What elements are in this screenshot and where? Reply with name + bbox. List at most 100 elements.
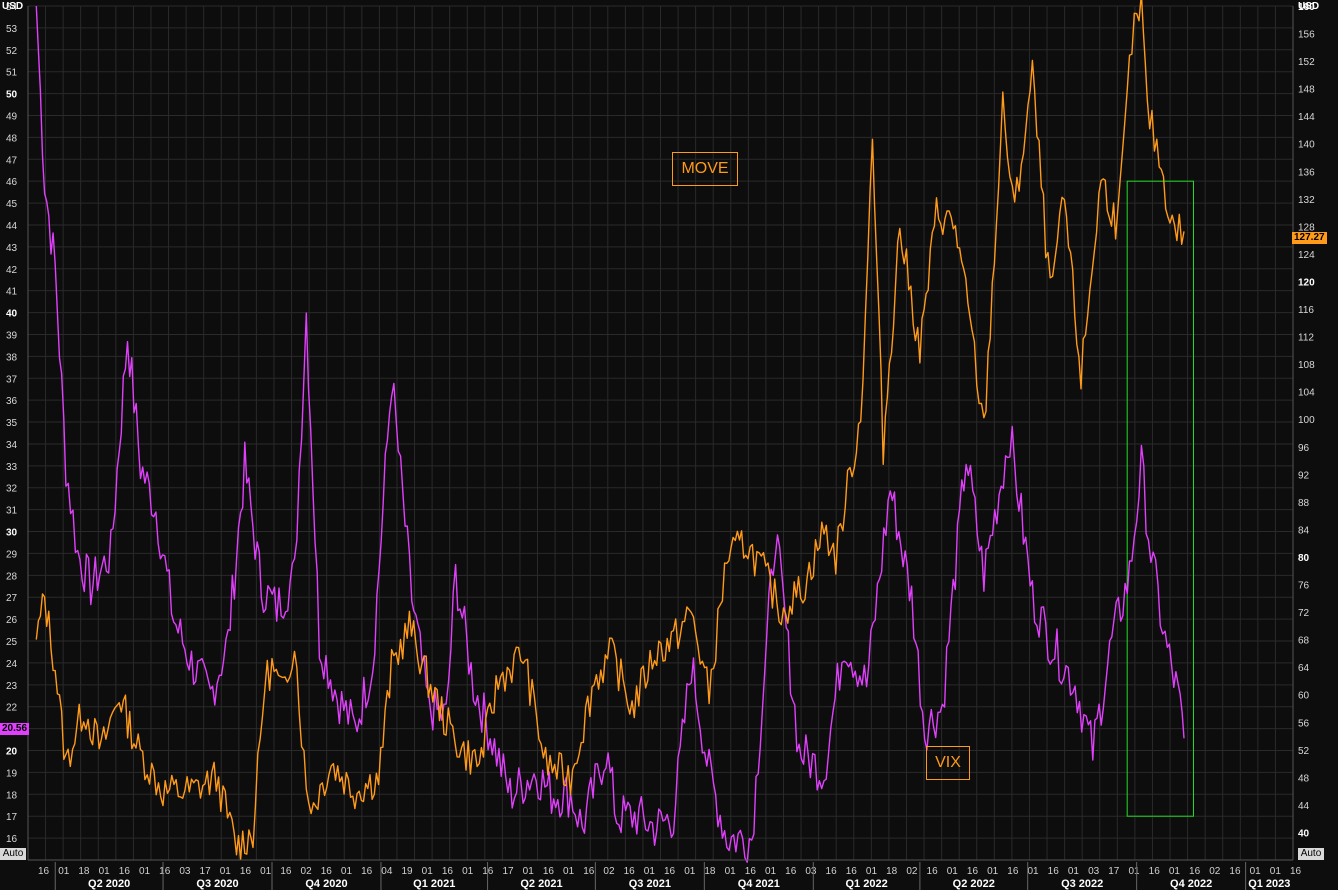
x-date-label: 17 — [502, 866, 514, 877]
x-date-label: 16 — [785, 866, 797, 877]
left-tick-label: 24 — [6, 659, 18, 670]
left-tick-label: 51 — [6, 68, 18, 79]
right-tick-label: 96 — [1298, 443, 1310, 454]
left-tick-label: 42 — [6, 265, 18, 276]
left-tick-label: 44 — [6, 221, 18, 232]
right-tick-label: 136 — [1298, 167, 1315, 178]
x-date-label: 16 — [624, 866, 636, 877]
right-auto-button[interactable]: Auto — [1298, 848, 1324, 860]
left-tick-label: 49 — [6, 111, 18, 122]
x-date-label: 01 — [1169, 866, 1181, 877]
right-tick-label: 56 — [1298, 718, 1310, 729]
x-date-label: 01 — [1068, 866, 1080, 877]
left-tick-label: 18 — [6, 790, 18, 801]
x-date-label: 16 — [442, 866, 454, 877]
x-date-label: 16 — [1290, 866, 1302, 877]
x-date-label: 01 — [1270, 866, 1282, 877]
x-date-label: 16 — [543, 866, 555, 877]
left-tick-label: 36 — [6, 396, 18, 407]
left-tick-label: 28 — [6, 571, 18, 582]
vix-annotation: VIX — [926, 746, 970, 780]
left-tick-label: 32 — [6, 484, 18, 495]
x-quarter-label: Q1 2021 — [413, 878, 455, 890]
highlight-rectangle — [1126, 180, 1195, 817]
x-date-label: 01 — [684, 866, 696, 877]
right-axis: 40 44 48 52 56 60 64 68 72 76 80 84 88 92 96 100 104 108 1… — [1292, 2, 1315, 860]
x-date-label: 16 — [159, 866, 171, 877]
left-axis-unit: USD — [2, 1, 23, 12]
vix-last-value-badge: 20.56 — [0, 723, 30, 735]
right-tick-label: 124 — [1298, 250, 1315, 261]
right-tick-label: 84 — [1298, 525, 1310, 536]
left-tick-label: 17 — [6, 812, 18, 823]
x-date-label: 01 — [462, 866, 474, 877]
x-quarter-label: Q2 2022 — [953, 878, 995, 890]
right-tick-label: 60 — [1298, 691, 1310, 702]
x-date-label: 16 — [280, 866, 292, 877]
right-tick-label: 92 — [1298, 470, 1310, 481]
right-tick-label: 156 — [1298, 30, 1315, 41]
left-tick-label: 38 — [6, 352, 18, 363]
left-tick-label: 39 — [6, 330, 18, 341]
x-date-label: 16 — [826, 866, 838, 877]
x-date-label: 01 — [523, 866, 535, 877]
x-date-label: 01 — [260, 866, 272, 877]
x-date-label: 16 — [240, 866, 252, 877]
x-date-label: 01 — [987, 866, 999, 877]
right-tick-label: 104 — [1298, 388, 1315, 399]
x-date-label: 16 — [321, 866, 333, 877]
left-tick-label: 22 — [6, 703, 18, 714]
x-date-label: 01 — [866, 866, 878, 877]
right-tick-label: 144 — [1298, 112, 1315, 123]
right-tick-label: 140 — [1298, 140, 1315, 151]
left-tick-label: 20 — [6, 747, 18, 758]
x-date-label: 01 — [139, 866, 151, 877]
x-date-label: 01 — [422, 866, 434, 877]
left-tick-label: 30 — [6, 528, 18, 539]
left-tick-label: 25 — [6, 637, 18, 648]
x-date-label: 18 — [704, 866, 716, 877]
x-date-label: 01 — [1250, 866, 1262, 877]
left-tick-label: 31 — [6, 506, 18, 517]
x-quarter-label: Q3 2020 — [196, 878, 238, 890]
right-tick-label: 132 — [1298, 195, 1315, 206]
x-date-label: 16 — [361, 866, 373, 877]
right-tick-label: 116 — [1298, 305, 1314, 316]
x-date-label: 03 — [805, 866, 817, 877]
x-date-label: 01 — [1027, 866, 1039, 877]
x-date-label: 01 — [563, 866, 575, 877]
left-tick-label: 45 — [6, 199, 18, 210]
left-tick-label: 23 — [6, 681, 18, 692]
right-tick-label: 52 — [1298, 746, 1310, 757]
x-date-label: 02 — [301, 866, 313, 877]
x-quarter-label: Q2 2020 — [88, 878, 130, 890]
left-tick-label: 50 — [6, 90, 18, 101]
x-date-label: 03 — [179, 866, 191, 877]
left-tick-label: 43 — [6, 243, 18, 254]
right-tick-label: 112 — [1298, 333, 1314, 344]
highlight-box — [1126, 180, 1195, 817]
x-quarter-label: Q2 2021 — [520, 878, 562, 890]
left-tick-label: 54 — [6, 2, 18, 13]
left-auto-button[interactable]: Auto — [0, 848, 26, 860]
right-tick-label: 152 — [1298, 57, 1315, 68]
x-axis: 16 01 18 01 16 01 16 03 17 01 16 01 16 02 16 01 16 04 19 01… — [28, 859, 1302, 890]
vix-line — [35, 5, 1185, 863]
x-date-label: 16 — [967, 866, 979, 877]
right-axis-unit: USD — [1298, 1, 1319, 12]
x-quarter-label: Q4 2021 — [738, 878, 780, 890]
x-date-label: 16 — [1149, 866, 1161, 877]
move-annotation: MOVE — [672, 152, 738, 186]
left-tick-label: 33 — [6, 462, 18, 473]
x-date-label: 02 — [906, 866, 918, 877]
x-quarter-label: Q1 2022 — [845, 878, 887, 890]
x-date-label: 04 — [381, 866, 393, 877]
x-date-label: 16 — [1189, 866, 1201, 877]
x-date-label: 01 — [1128, 866, 1140, 877]
right-tick-label: 72 — [1298, 608, 1310, 619]
left-tick-label: 19 — [6, 768, 18, 779]
x-date-label: 01 — [947, 866, 959, 877]
x-quarter-label: Q3 2022 — [1061, 878, 1103, 890]
left-tick-label: 41 — [6, 287, 18, 298]
